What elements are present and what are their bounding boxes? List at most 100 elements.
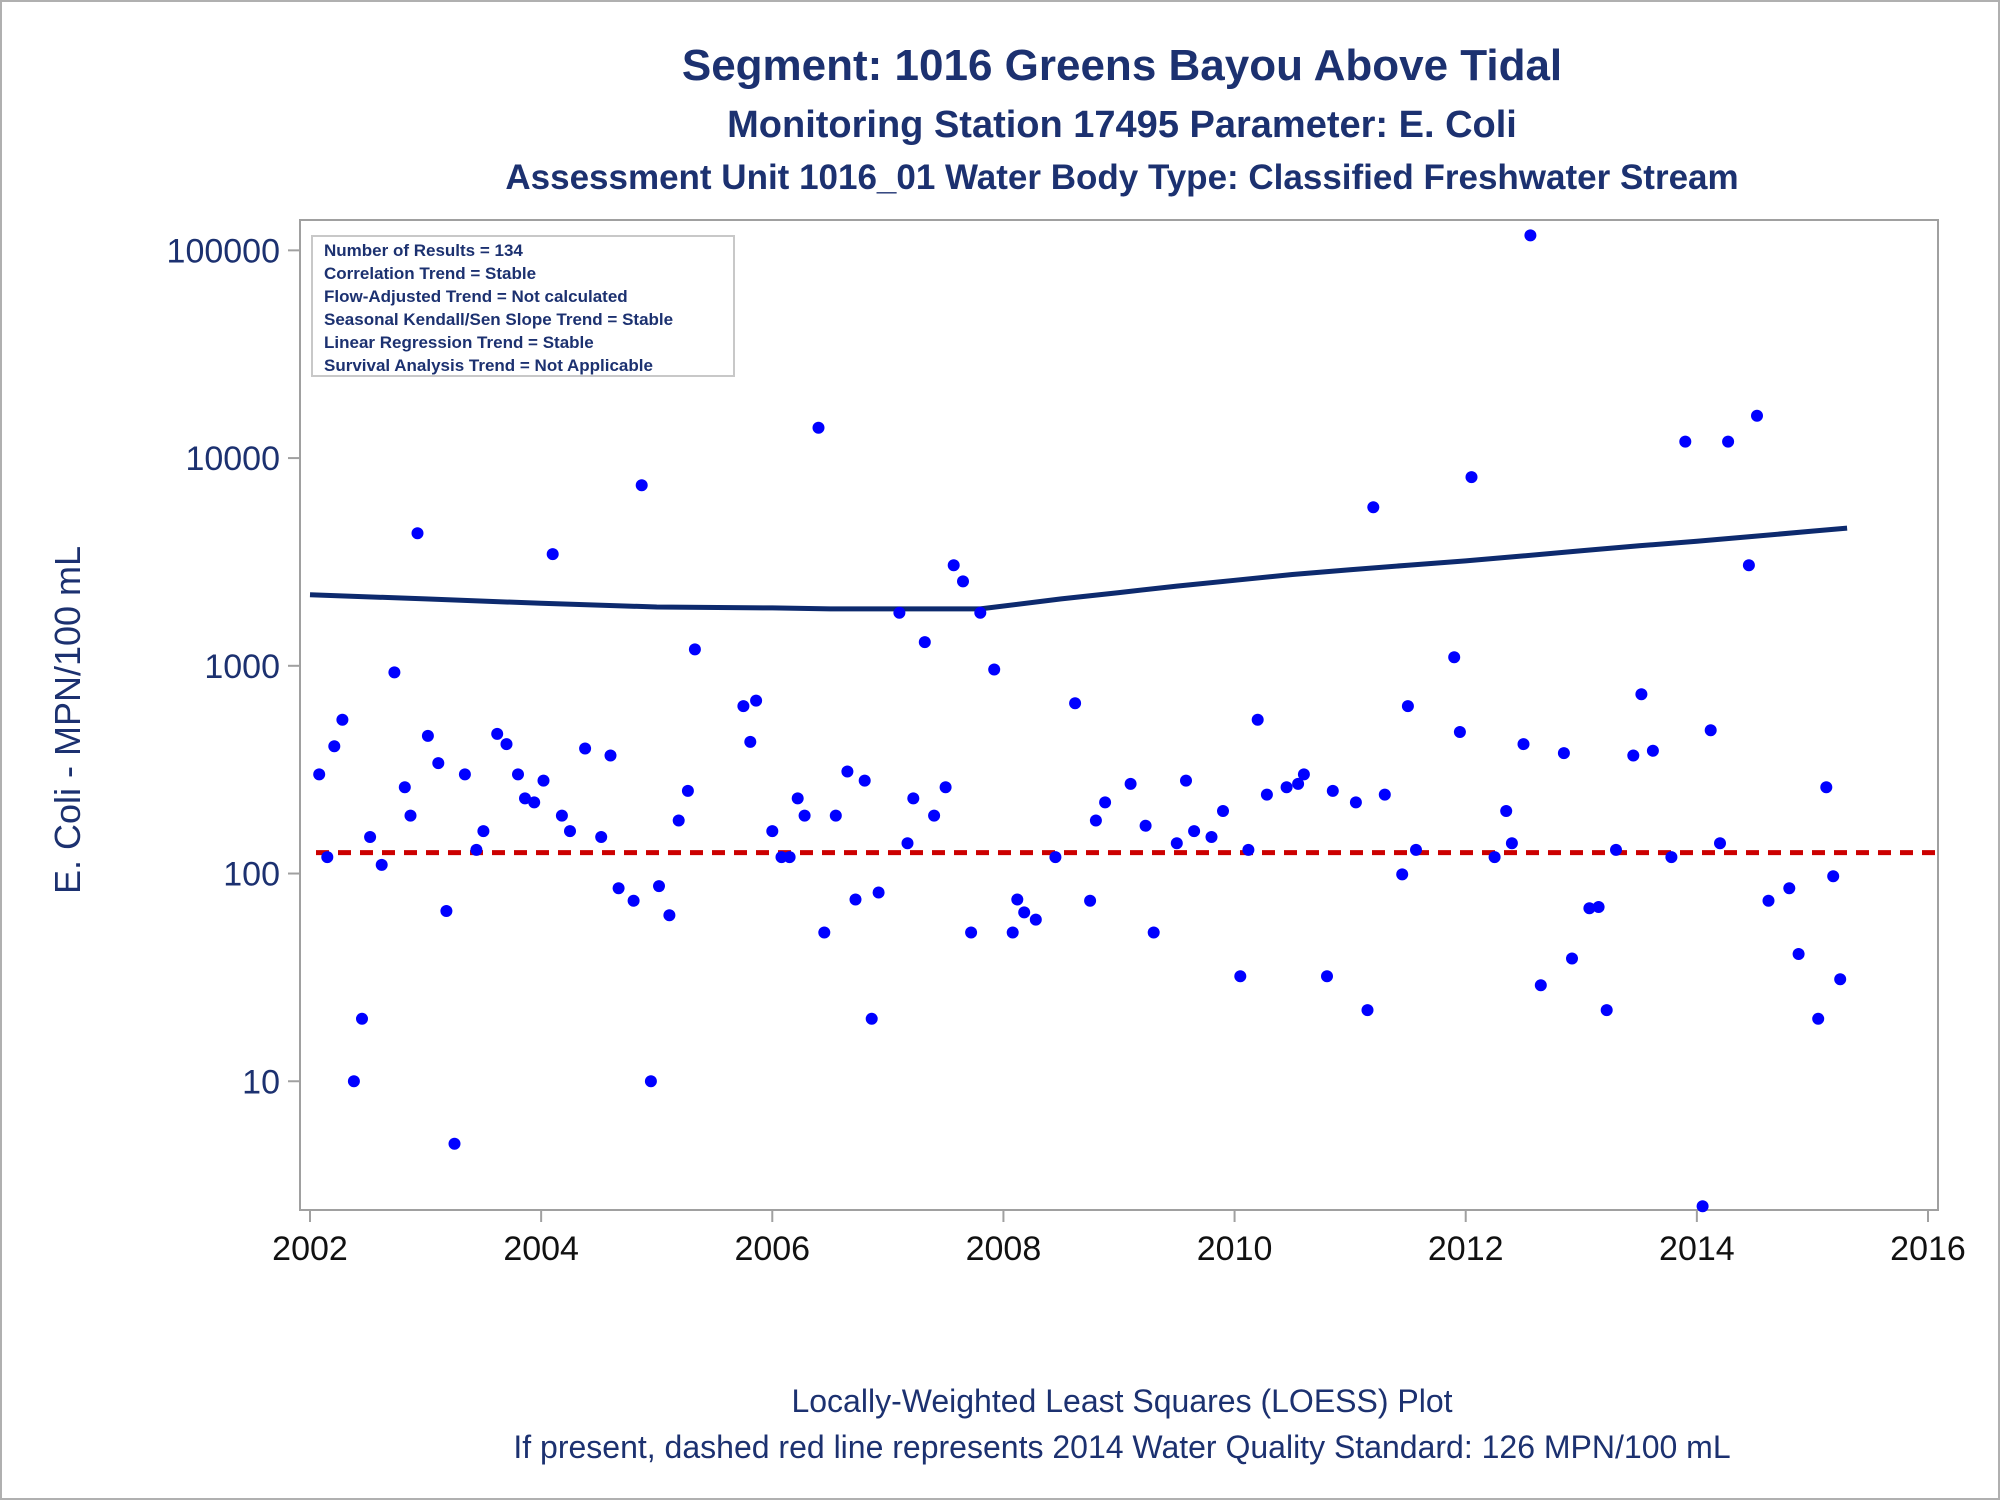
data-point — [829, 809, 842, 822]
data-point — [818, 926, 831, 939]
x-tick-label: 2016 — [1890, 1230, 1966, 1268]
data-point — [1448, 651, 1461, 664]
data-point — [1139, 819, 1152, 832]
data-point — [1827, 870, 1840, 883]
data-point — [1722, 435, 1735, 448]
data-point — [1180, 774, 1192, 787]
data-point — [635, 479, 648, 492]
data-point — [555, 809, 568, 822]
data-point — [918, 636, 931, 649]
data-point — [448, 1137, 461, 1150]
data-point — [458, 768, 471, 781]
data-point — [1378, 788, 1391, 801]
data-point — [1396, 868, 1409, 881]
data-point — [500, 738, 513, 751]
data-point — [470, 843, 483, 856]
data-point — [688, 643, 701, 656]
data-point — [1217, 805, 1229, 817]
data-point — [1018, 906, 1031, 919]
data-point — [1089, 814, 1102, 827]
data-point — [1524, 229, 1537, 242]
loess-trend-line — [309, 525, 1848, 612]
data-point — [1410, 843, 1422, 856]
data-point — [328, 740, 341, 753]
x-tick-label: 2004 — [503, 1230, 579, 1268]
data-point — [364, 831, 377, 843]
data-point — [347, 1075, 360, 1088]
legend-line-flow-adjusted: Flow-Adjusted Trend = Not calculated — [324, 287, 628, 306]
data-point — [1610, 843, 1622, 856]
data-point — [737, 700, 750, 713]
data-point — [546, 548, 559, 561]
x-tick-label: 2006 — [734, 1230, 810, 1268]
data-point — [1820, 781, 1833, 794]
data-point — [1812, 1012, 1825, 1025]
data-point — [1465, 471, 1478, 484]
data-point — [766, 825, 779, 838]
data-point — [321, 851, 334, 864]
data-point — [1679, 435, 1692, 448]
data-point — [858, 774, 871, 787]
data-point — [1029, 913, 1042, 926]
data-point — [1505, 837, 1518, 850]
data-point — [579, 742, 592, 755]
data-point — [798, 809, 811, 822]
data-point — [491, 727, 504, 740]
data-point — [627, 894, 640, 907]
data-point — [398, 781, 411, 794]
x-tick-label: 2008 — [966, 1230, 1042, 1268]
chart-footnote-2: If present, dashed red line represents 2… — [513, 1429, 1730, 1465]
data-point — [1069, 697, 1082, 710]
data-point — [1170, 837, 1183, 850]
plot-area: 2002 2004 2006 2008 2010 2012 2014 2016 10 100 100… — [167, 219, 1966, 1268]
data-point — [901, 837, 914, 850]
data-point — [1084, 894, 1097, 907]
data-point — [375, 858, 388, 871]
data-point — [1600, 1004, 1613, 1017]
data-point — [928, 809, 941, 822]
data-point — [1251, 713, 1264, 726]
data-point — [564, 825, 576, 838]
data-point — [1011, 893, 1024, 906]
data-point — [1292, 777, 1305, 790]
data-point — [1006, 926, 1019, 939]
data-point — [1326, 784, 1339, 797]
chart-subtitle-2: Assessment Unit 1016_01 Water Body Type:… — [505, 158, 1738, 197]
data-point — [812, 421, 825, 434]
data-point — [1742, 559, 1755, 572]
data-point — [947, 559, 960, 572]
data-point — [1557, 747, 1570, 760]
y-tick-label: 10000 — [185, 440, 280, 478]
data-point — [1260, 788, 1273, 801]
data-point — [653, 880, 665, 893]
data-point — [1566, 952, 1578, 965]
data-point — [519, 792, 531, 805]
data-point — [865, 1012, 878, 1025]
data-point — [681, 784, 694, 797]
data-point — [1349, 796, 1362, 809]
x-tick-label: 2010 — [1197, 1230, 1273, 1268]
data-point — [1049, 851, 1062, 864]
data-point — [1534, 979, 1547, 992]
data-point — [1280, 781, 1293, 794]
chart-footnote: Locally-Weighted Least Squares (LOESS) P… — [791, 1383, 1452, 1419]
y-axis-label: E. Coli - MPN/100 mL — [47, 546, 88, 894]
data-point — [528, 796, 541, 809]
stats-legend-box — [311, 235, 735, 377]
data-point — [1635, 688, 1648, 701]
data-point — [1234, 970, 1247, 983]
data-point — [1783, 882, 1796, 895]
data-point — [404, 809, 417, 822]
y-tick-label: 10 — [242, 1063, 280, 1101]
data-point — [750, 694, 763, 707]
data-point — [388, 666, 401, 679]
x-tick-label: 2002 — [272, 1230, 348, 1268]
data-point — [356, 1012, 368, 1025]
data-point — [1704, 724, 1717, 737]
data-point — [1517, 738, 1530, 751]
data-point — [1453, 726, 1466, 738]
legend-line-seasonal-kendall: Seasonal Kendall/Sen Slope Trend = Stabl… — [324, 310, 673, 329]
data-point — [1792, 948, 1805, 960]
